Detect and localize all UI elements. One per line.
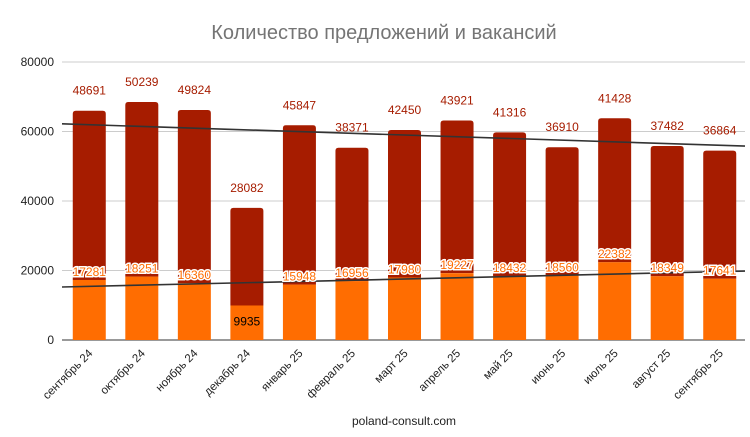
- data-label-top: 50239: [125, 75, 159, 89]
- bar-bottom-segment: [703, 278, 737, 340]
- trendline: [61, 270, 746, 288]
- bar-top-segment: [440, 120, 474, 274]
- x-tick-label: февраль 25: [305, 348, 358, 401]
- bar-top-segment: [388, 130, 421, 278]
- data-label-bottom: 17980: [388, 263, 422, 277]
- y-tick-label: 60000: [21, 125, 55, 139]
- bar-bottom-segment: [177, 283, 211, 340]
- bar-bottom-segment: [230, 305, 264, 340]
- x-tick-label: январь 25: [259, 348, 305, 394]
- trendline: [61, 123, 746, 147]
- data-label-top: 49824: [178, 83, 212, 97]
- data-label-bottom: 9935: [234, 314, 261, 328]
- data-label-top: 28082: [230, 181, 264, 195]
- data-label-bottom: 16956: [335, 266, 369, 280]
- bar-top-segment: [125, 101, 159, 277]
- data-label-top: 41316: [493, 105, 527, 119]
- x-tick-label: май 25: [481, 348, 515, 382]
- data-label-top: 41428: [598, 91, 632, 105]
- x-tick-label: июнь 25: [529, 348, 568, 387]
- bar-bottom-segment: [493, 275, 527, 340]
- bar-bottom-segment: [598, 262, 632, 340]
- data-label-top: 36864: [703, 124, 737, 138]
- x-tick-label: март 25: [373, 348, 411, 386]
- data-label-top: 43921: [440, 94, 474, 108]
- y-tick-label: 20000: [21, 264, 55, 278]
- x-tick-label: декабрь 24: [202, 347, 253, 398]
- footer-source: poland-consult.com: [352, 414, 456, 428]
- data-label-bottom: 18432: [493, 261, 527, 275]
- bar-bottom-segment: [72, 279, 106, 340]
- bar-top-segment: [650, 145, 684, 277]
- bar-top-segment: [72, 110, 106, 280]
- data-label-bottom: 19227: [440, 258, 474, 272]
- bar-bottom-segment: [335, 281, 369, 340]
- data-label-top: 45847: [283, 98, 317, 112]
- bar-top-segment: [598, 118, 632, 263]
- data-label-bottom: 18560: [545, 261, 579, 275]
- data-label-bottom: 18251: [125, 262, 159, 276]
- x-tick-label: апрель 25: [417, 348, 463, 394]
- data-label-top: 37482: [651, 119, 685, 133]
- bar-top-segment: [703, 150, 737, 279]
- y-tick-label: 80000: [21, 55, 55, 69]
- bar-top-segment: [177, 110, 211, 284]
- x-tick-label: июль 25: [582, 348, 621, 387]
- y-tick-label: 0: [47, 333, 54, 347]
- bar-bottom-segment: [545, 275, 579, 340]
- data-label-bottom: 18349: [651, 261, 685, 275]
- data-label-bottom: 17281: [73, 265, 107, 279]
- data-label-top: 42450: [388, 103, 422, 117]
- bar-top-segment: [493, 132, 527, 276]
- x-tick-label: ноябрь 24: [154, 347, 201, 394]
- x-tick-label: сентябрь 25: [671, 348, 725, 402]
- bar-top-segment: [282, 125, 316, 285]
- y-tick-label: 40000: [21, 194, 55, 208]
- bar-bottom-segment: [650, 276, 684, 340]
- data-label-top: 36910: [545, 120, 579, 134]
- bar-top-segment: [335, 147, 369, 282]
- data-label-bottom: 22382: [598, 247, 632, 261]
- bar-bottom-segment: [125, 276, 159, 340]
- x-tick-label: октябрь 24: [98, 347, 148, 397]
- bar-top-segment: [545, 147, 579, 276]
- bar-bottom-segment: [282, 284, 316, 340]
- bar-bottom-segment: [388, 277, 421, 340]
- chart-title: Количество предложений и вакансий: [211, 22, 556, 44]
- x-tick-label: август 25: [630, 348, 673, 391]
- x-tick-label: сентябрь 24: [41, 347, 96, 402]
- bar-top-segment: [230, 207, 264, 306]
- data-label-bottom: 15948: [283, 270, 317, 284]
- bar-bottom-segment: [440, 273, 474, 340]
- data-label-bottom: 16360: [178, 268, 212, 282]
- data-label-bottom: 17641: [703, 264, 737, 278]
- data-label-top: 38371: [335, 121, 369, 135]
- data-label-top: 48691: [73, 84, 107, 98]
